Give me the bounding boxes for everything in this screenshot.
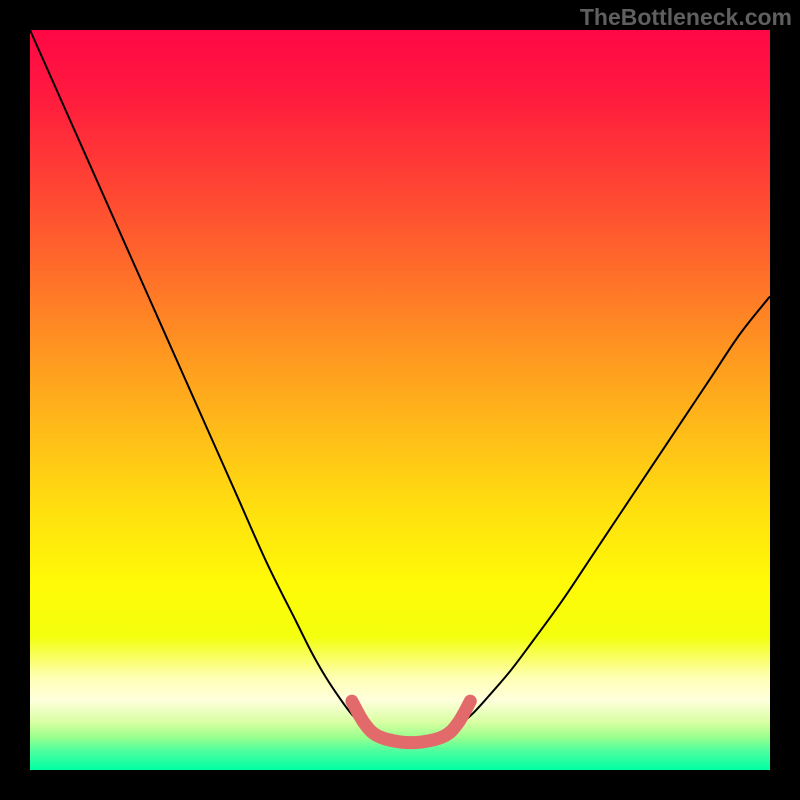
right-curve (459, 296, 770, 725)
chart-container: TheBottleneck.com (0, 0, 800, 800)
optimal-band (352, 701, 470, 743)
curve-layer (30, 30, 770, 770)
left-curve (30, 30, 363, 726)
plot-area (30, 30, 770, 770)
watermark-text: TheBottleneck.com (580, 4, 792, 31)
